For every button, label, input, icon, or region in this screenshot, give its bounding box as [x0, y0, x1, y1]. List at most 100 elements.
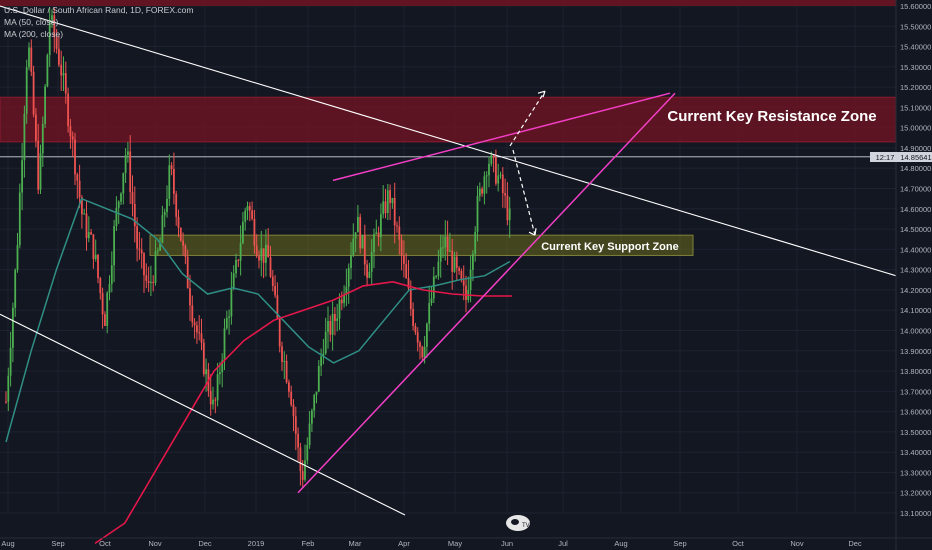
time-tick-label: Feb [302, 539, 315, 548]
candle-body [21, 160, 23, 193]
price-tick-label: 14.60000 [900, 205, 931, 214]
candle-body [453, 256, 456, 272]
candle-body [131, 191, 134, 205]
chart-legend: U.S. Dollar / South African Rand, 1D, FO… [4, 4, 193, 40]
candle-body [55, 37, 58, 49]
candle-body [485, 175, 488, 177]
candle-body [354, 232, 357, 239]
candle-body [223, 328, 226, 361]
candle-body [260, 248, 263, 261]
candle-body [460, 270, 463, 281]
price-axis[interactable]: 15.60000 15.50000 15.40000 15.30000 15.20000… [895, 0, 931, 550]
time-tick-label: Aug [614, 539, 627, 548]
price-tick-label: 14.20000 [900, 286, 931, 295]
candle-body [359, 216, 362, 249]
candle-body [39, 153, 42, 190]
candle-body [380, 214, 382, 238]
candle-body [393, 197, 396, 226]
candle-body [18, 192, 21, 246]
candle-body [124, 154, 127, 174]
candle-body [186, 256, 189, 289]
candle-body [67, 93, 69, 127]
candle-body [432, 276, 435, 299]
price-tick-label: 13.20000 [900, 489, 931, 498]
candle-body [166, 198, 168, 213]
candle-body [271, 276, 274, 286]
candle-body [444, 236, 447, 248]
time-tick-label: Sep [51, 539, 64, 548]
candle-body [168, 165, 171, 199]
bearish-projection-arrow [512, 149, 536, 236]
resistance-zone [0, 96, 897, 143]
candle-body [163, 212, 166, 216]
candle-body [499, 174, 502, 176]
candle-body [78, 180, 81, 198]
time-tick-label: Dec [198, 539, 212, 548]
svg-text:TV: TV [522, 523, 530, 529]
candle-body [329, 321, 332, 335]
candle-body [230, 288, 233, 317]
current-price-badge: 12:17 14.85641 [870, 152, 932, 162]
candle-body [375, 232, 378, 235]
candle-body [488, 163, 490, 176]
price-tick-label: 13.50000 [900, 428, 931, 437]
candle-body [407, 278, 410, 289]
zones [0, 0, 897, 256]
candle-body [366, 264, 368, 278]
candle-body [258, 256, 260, 261]
time-axis[interactable]: Aug Sep Oct Nov Dec 2019 Feb Mar Apr May Jun Jul Aug… [0, 537, 932, 548]
candle-body [455, 256, 458, 268]
candle-body [267, 244, 270, 258]
candle-body [361, 235, 364, 249]
drawing-tools [0, 5, 897, 516]
candle-body [373, 234, 375, 252]
candle-body [228, 316, 230, 318]
candle-body [161, 215, 164, 243]
candle-body [294, 416, 297, 434]
candle-body [449, 250, 451, 252]
candle-body [288, 382, 290, 392]
candle-body [150, 281, 152, 283]
candle-body [426, 323, 428, 347]
candle-body [490, 155, 493, 164]
candle-body [237, 259, 240, 261]
candle-body [439, 247, 442, 262]
countdown-box [870, 152, 900, 162]
candle-body [117, 201, 120, 208]
countdown-text: 12:17 [876, 153, 895, 162]
candle-body [30, 47, 33, 72]
candle-body [285, 360, 288, 383]
candle-body [370, 251, 373, 272]
candle-body [108, 284, 111, 293]
price-tick-label: 13.60000 [900, 408, 931, 417]
candle-body [276, 295, 279, 319]
price-tick-label: 15.20000 [900, 83, 931, 92]
candle-body [301, 471, 304, 480]
candle-body [435, 276, 437, 278]
candle-body [437, 261, 440, 277]
candle-body [193, 322, 196, 326]
candle-body [182, 240, 184, 246]
candle-body [200, 333, 203, 343]
zone-labels: Current Key Resistance Zone Current Key … [541, 108, 876, 253]
candle-body [41, 123, 44, 154]
ma50-legend: MA (50, close) [4, 17, 59, 27]
candle-body [292, 404, 295, 417]
candle-body [451, 250, 454, 272]
candle-body [5, 401, 7, 403]
price-tick-label: 14.50000 [900, 225, 931, 234]
candle-body [299, 447, 302, 472]
candle-body [219, 372, 221, 375]
candle-body [235, 259, 237, 274]
candle-body [106, 292, 109, 326]
candle-body [283, 360, 286, 362]
candle-body [324, 331, 327, 354]
candle-body [48, 19, 51, 56]
candle-body [265, 244, 267, 263]
candle-body [147, 280, 150, 283]
candle-body [416, 332, 419, 343]
candle-body [306, 445, 309, 461]
candle-body [290, 391, 293, 405]
